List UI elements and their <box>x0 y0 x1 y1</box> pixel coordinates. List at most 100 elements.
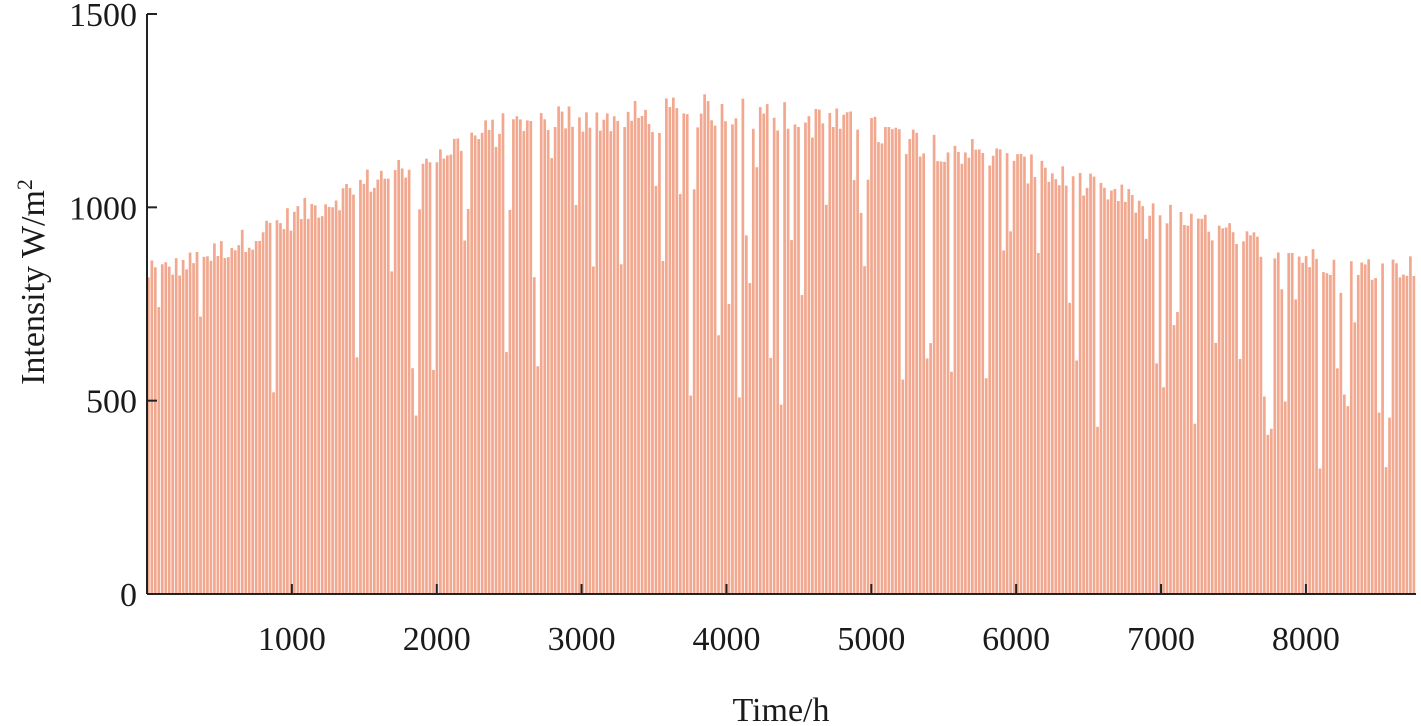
daily-irradiance-bar <box>352 194 355 594</box>
intensity-series <box>147 94 1416 595</box>
daily-irradiance-bar <box>1200 218 1204 595</box>
daily-irradiance-bar <box>1276 252 1280 595</box>
daily-irradiance-bar <box>1151 203 1155 594</box>
daily-irradiance-bar <box>543 119 547 595</box>
daily-irradiance-bar <box>671 97 675 594</box>
daily-irradiance-bar <box>1290 252 1294 594</box>
daily-irradiance-bar <box>995 148 999 594</box>
daily-irradiance-bar <box>1308 267 1311 594</box>
daily-irradiance-bar <box>1332 259 1336 594</box>
y-tick-label: 1000 <box>69 190 137 227</box>
daily-irradiance-bar <box>831 126 835 595</box>
daily-irradiance-bar <box>699 113 703 594</box>
daily-irradiance-bar <box>1103 187 1106 594</box>
daily-irradiance-bar <box>1252 232 1256 595</box>
daily-irradiance-bar <box>1384 467 1388 594</box>
daily-irradiance-bar <box>1287 252 1291 595</box>
daily-irradiance-bar <box>338 210 341 594</box>
daily-irradiance-bar <box>1315 258 1318 594</box>
daily-irradiance-bar <box>1155 363 1158 594</box>
daily-irradiance-bar <box>1068 302 1072 594</box>
daily-irradiance-bar <box>1019 154 1023 594</box>
daily-irradiance-bar <box>682 113 686 595</box>
daily-irradiance-bar <box>379 170 383 594</box>
daily-irradiance-bar <box>1325 273 1329 594</box>
daily-irradiance-bar <box>1398 277 1402 594</box>
daily-irradiance-bar <box>1304 256 1308 594</box>
daily-irradiance-bar <box>918 156 922 595</box>
daily-irradiance-bar <box>1141 206 1145 594</box>
daily-irradiance-bar <box>894 127 898 594</box>
daily-irradiance-bar <box>623 127 627 595</box>
daily-irradiance-bar <box>1349 261 1353 594</box>
daily-irradiance-bar <box>592 266 595 594</box>
daily-irradiance-bar <box>153 267 157 594</box>
daily-irradiance-bar <box>484 120 487 594</box>
daily-irradiance-bar <box>567 106 571 594</box>
daily-irradiance-bar <box>877 142 880 594</box>
daily-irradiance-bar <box>1047 181 1051 594</box>
daily-irradiance-bar <box>557 106 560 595</box>
daily-irradiance-bar <box>873 116 877 595</box>
daily-irradiance-bar <box>442 158 446 594</box>
daily-irradiance-bar <box>293 211 296 595</box>
daily-irradiance-bar <box>762 113 766 594</box>
daily-irradiance-bar <box>1235 244 1238 594</box>
daily-irradiance-bar <box>1099 182 1103 594</box>
daily-irradiance-bar <box>348 188 352 595</box>
daily-irradiance-bar <box>425 158 428 594</box>
daily-irradiance-bar <box>501 113 505 594</box>
daily-irradiance-bar <box>1137 200 1141 594</box>
daily-irradiance-bar <box>494 146 498 594</box>
daily-irradiance-bar <box>678 194 682 594</box>
daily-irradiance-bar <box>498 133 501 594</box>
daily-irradiance-bar <box>1134 212 1138 595</box>
daily-irradiance-bar <box>1002 250 1005 594</box>
daily-irradiance-bar <box>463 240 467 594</box>
daily-irradiance-bar <box>1082 195 1085 595</box>
daily-irradiance-bar <box>585 112 588 594</box>
y-tick-label: 500 <box>86 384 137 421</box>
daily-irradiance-bar <box>265 220 268 594</box>
daily-irradiance-bar <box>804 122 807 594</box>
daily-irradiance-bar <box>1179 212 1183 595</box>
x-axis-title: Time/h <box>732 692 829 726</box>
daily-irradiance-bar <box>230 248 234 594</box>
daily-irradiance-bar <box>776 130 779 595</box>
daily-irradiance-bar <box>741 98 745 594</box>
daily-irradiance-bar <box>390 271 394 594</box>
daily-irradiance-bar <box>904 154 908 594</box>
daily-irradiance-bar <box>1346 406 1350 594</box>
daily-irradiance-bar <box>863 266 866 594</box>
daily-irradiance-bar <box>1190 213 1193 595</box>
daily-irradiance-bar <box>807 116 811 594</box>
daily-irradiance-bar <box>1078 173 1082 594</box>
daily-irradiance-bar <box>859 212 863 594</box>
daily-irradiance-bar <box>866 179 870 594</box>
daily-irradiance-bar <box>272 392 275 594</box>
daily-irradiance-bar <box>1113 189 1117 594</box>
daily-irradiance-bar <box>644 109 647 594</box>
daily-irradiance-bar <box>456 138 460 594</box>
daily-irradiance-bar <box>439 149 442 594</box>
daily-irradiance-bar <box>539 113 543 595</box>
daily-irradiance-bar <box>696 127 700 595</box>
daily-irradiance-bar <box>226 257 230 594</box>
daily-irradiance-bar <box>334 200 338 594</box>
daily-irradiance-bar <box>706 101 710 594</box>
daily-irradiance-bar <box>668 107 672 595</box>
daily-irradiance-bar <box>512 119 515 594</box>
daily-irradiance-bar <box>1148 215 1151 594</box>
daily-irradiance-bar <box>178 275 181 594</box>
daily-irradiance-bar <box>964 152 967 594</box>
daily-irradiance-bar <box>887 126 891 595</box>
daily-irradiance-bar <box>818 109 821 594</box>
daily-irradiance-bar <box>727 303 731 594</box>
daily-irradiance-bar <box>835 108 839 594</box>
daily-irradiance-bar <box>845 112 849 594</box>
daily-irradiance-bar <box>206 256 209 594</box>
daily-irradiance-bar <box>299 219 303 594</box>
daily-irradiance-bar <box>1311 249 1315 594</box>
daily-irradiance-bar <box>213 243 216 594</box>
daily-irradiance-bar <box>734 118 738 594</box>
